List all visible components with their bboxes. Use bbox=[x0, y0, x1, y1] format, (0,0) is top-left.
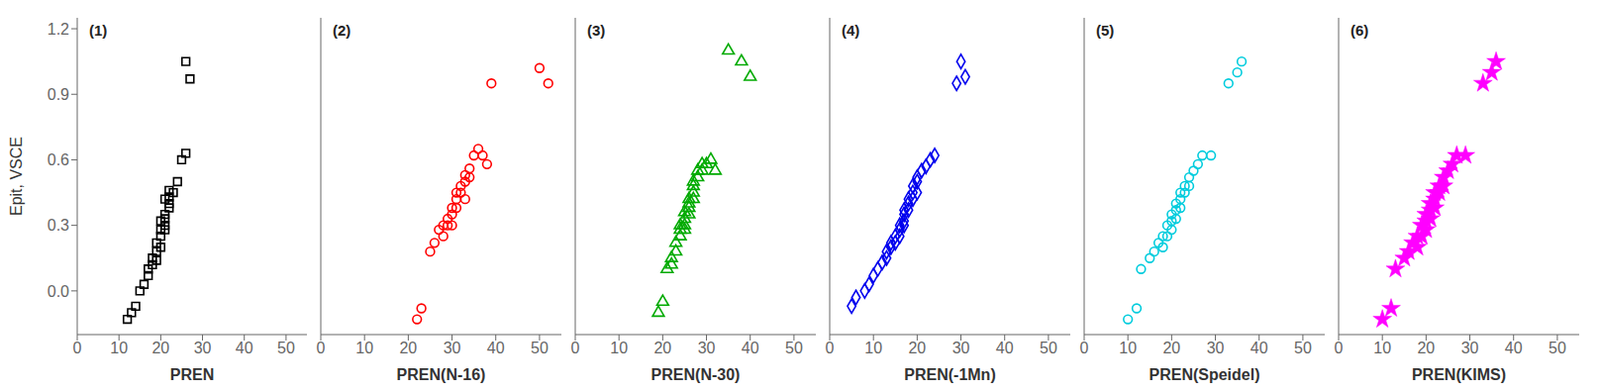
html-text:(6): (6) bbox=[1350, 21, 1369, 39]
svg-text:Epit, VSCE: Epit, VSCE bbox=[7, 136, 25, 216]
svg-text:50: 50 bbox=[1548, 339, 1567, 357]
svg-text:20: 20 bbox=[907, 339, 926, 357]
svg-text:0.9: 0.9 bbox=[47, 86, 70, 103]
svg-text:30: 30 bbox=[194, 339, 212, 357]
svg-text:0: 0 bbox=[1334, 339, 1344, 357]
svg-text:10: 10 bbox=[1118, 339, 1137, 357]
svg-text:PREN(KIMS): PREN(KIMS) bbox=[1411, 366, 1506, 384]
svg-text:40: 40 bbox=[235, 339, 254, 357]
svg-text:40: 40 bbox=[487, 339, 505, 357]
svg-text:40: 40 bbox=[741, 339, 760, 357]
svg-text:10: 10 bbox=[609, 339, 628, 357]
svg-text:10: 10 bbox=[1373, 339, 1392, 357]
svg-text:0: 0 bbox=[316, 339, 326, 357]
svg-text:30: 30 bbox=[698, 339, 716, 357]
svg-text:40: 40 bbox=[996, 339, 1014, 357]
html-text:(3): (3) bbox=[587, 21, 606, 39]
svg-text:PREN(N-30): PREN(N-30) bbox=[651, 366, 741, 384]
html-text:(1): (1) bbox=[89, 21, 108, 39]
svg-text:0: 0 bbox=[825, 339, 835, 357]
svg-text:20: 20 bbox=[1162, 339, 1181, 357]
html-text:(4): (4) bbox=[841, 21, 860, 39]
svg-text:20: 20 bbox=[653, 339, 672, 357]
svg-text:50: 50 bbox=[1039, 339, 1058, 357]
svg-text:PREN(-1Mn): PREN(-1Mn) bbox=[903, 366, 996, 384]
svg-text:0.0: 0.0 bbox=[47, 283, 70, 300]
svg-text:50: 50 bbox=[277, 339, 296, 357]
svg-text:30: 30 bbox=[952, 339, 971, 357]
svg-text:50: 50 bbox=[1294, 339, 1312, 357]
svg-text:20: 20 bbox=[151, 339, 170, 357]
svg-text:1.2: 1.2 bbox=[47, 20, 70, 38]
svg-text:0.3: 0.3 bbox=[47, 216, 70, 234]
svg-text:0.6: 0.6 bbox=[47, 151, 70, 169]
svg-text:50: 50 bbox=[785, 339, 803, 357]
svg-text:0: 0 bbox=[1080, 339, 1090, 357]
svg-text:30: 30 bbox=[443, 339, 462, 357]
svg-text:PREN(N-16): PREN(N-16) bbox=[397, 366, 487, 384]
svg-text:10: 10 bbox=[355, 339, 374, 357]
svg-text:40: 40 bbox=[1250, 339, 1269, 357]
svg-text:10: 10 bbox=[109, 339, 128, 357]
svg-text:0: 0 bbox=[571, 339, 581, 357]
svg-text:30: 30 bbox=[1461, 339, 1480, 357]
svg-text:0: 0 bbox=[73, 339, 83, 357]
svg-text:50: 50 bbox=[530, 339, 549, 357]
svg-text:20: 20 bbox=[1416, 339, 1435, 357]
svg-text:PREN(Speidel): PREN(Speidel) bbox=[1148, 366, 1260, 384]
svg-text:PREN: PREN bbox=[170, 366, 214, 384]
svg-text:30: 30 bbox=[1206, 339, 1225, 357]
html-text:(5): (5) bbox=[1096, 21, 1115, 39]
svg-text:40: 40 bbox=[1504, 339, 1523, 357]
svg-text:20: 20 bbox=[399, 339, 417, 357]
html-text:(2): (2) bbox=[332, 21, 351, 39]
svg-text:10: 10 bbox=[864, 339, 883, 357]
